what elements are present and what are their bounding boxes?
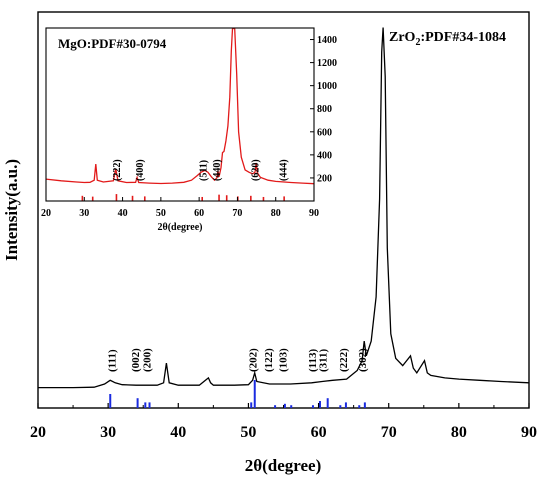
inset-x-tick-label: 70 bbox=[232, 208, 242, 219]
main-peak-label: (002) bbox=[130, 348, 142, 372]
inset-x-ticks: 20 30 40 50 60 70 80 90 bbox=[41, 197, 319, 219]
main-peak-label: (222) bbox=[338, 348, 350, 372]
zro2-annotation-rest: :PDF#34-1084 bbox=[420, 30, 506, 45]
main-x-axis-label: 2θ(degree) bbox=[245, 456, 322, 475]
main-x-ticks: 20 30 40 50 60 70 80 90 bbox=[30, 403, 537, 441]
inset-y-tick-label: 800 bbox=[317, 104, 332, 115]
inset-y-tick-label: 200 bbox=[317, 173, 332, 184]
main-peak-label: (113) bbox=[307, 348, 319, 372]
main-x-tick-label: 40 bbox=[170, 424, 186, 441]
inset-y-tick-label: 1000 bbox=[317, 81, 337, 92]
inset-x-axis-label: 2θ(degree) bbox=[157, 222, 202, 233]
inset-peak-label: (444) bbox=[278, 159, 289, 181]
inset-peak-label: (400) bbox=[135, 159, 146, 181]
main-peak-label: (122) bbox=[263, 348, 275, 372]
main-x-tick-label: 70 bbox=[381, 424, 397, 441]
main-peak-label: (200) bbox=[141, 348, 153, 372]
inset-x-tick-label: 90 bbox=[309, 208, 319, 219]
zro2-annotation: ZrO2:PDF#34-1084 bbox=[389, 30, 506, 48]
inset-peak-labels: (222) (400) (511) (440) (620) (444) bbox=[112, 159, 289, 181]
main-peak-label: (311) bbox=[317, 348, 329, 372]
main-series-line bbox=[38, 27, 530, 389]
inset-y-tick-label: 1400 bbox=[317, 35, 337, 46]
inset-plot-frame bbox=[45, 27, 315, 202]
inset-y-tick-label: 1200 bbox=[317, 58, 337, 69]
inset-peak-label: (222) bbox=[112, 159, 123, 181]
inset-y-ticks: 200 400 600 800 1000 1200 1400 bbox=[310, 35, 337, 184]
main-x-tick-label: 90 bbox=[521, 424, 537, 441]
inset-x-tick-label: 60 bbox=[194, 208, 204, 219]
main-peak-label: (202) bbox=[247, 348, 259, 372]
inset-x-tick-label: 30 bbox=[79, 208, 89, 219]
inset-peak-label: (620) bbox=[250, 159, 261, 181]
inset-x-tick-label: 20 bbox=[41, 208, 51, 219]
inset-y-tick-label: 600 bbox=[317, 127, 332, 138]
main-x-tick-label: 80 bbox=[451, 424, 467, 441]
inset-x-tick-label: 80 bbox=[271, 208, 281, 219]
main-x-tick-label: 50 bbox=[240, 424, 256, 441]
inset-background bbox=[46, 28, 314, 201]
main-reference-lines bbox=[109, 380, 366, 408]
main-peak-labels: (111) (002) (200) (202) (122) (103) (113)(311)… bbox=[106, 348, 368, 372]
inset-peak-label: (440) bbox=[212, 159, 223, 181]
main-chart: (111) (002) (200) (202) (122) (103) (113)(311)… bbox=[2, 11, 537, 475]
inset-peak-label: (511) bbox=[199, 160, 210, 181]
main-x-tick-label: 60 bbox=[311, 424, 327, 441]
zro2-annotation-subscript: 2 bbox=[415, 37, 420, 48]
main-peak-label: (103) bbox=[278, 348, 290, 372]
main-y-axis-label: Intensity(a.u.) bbox=[2, 159, 21, 261]
inset-x-tick-label: 40 bbox=[118, 208, 128, 219]
main-x-tick-label: 30 bbox=[100, 424, 116, 441]
main-x-tick-label: 20 bbox=[30, 424, 46, 441]
main-peak-label: (302) bbox=[357, 348, 369, 372]
zro2-annotation-main: ZrO bbox=[389, 30, 416, 45]
inset-series-line bbox=[45, 27, 315, 185]
main-peak-label: (111) bbox=[106, 349, 118, 372]
inset-y-tick-label: 400 bbox=[317, 150, 332, 161]
inset-title: MgO:PDF#30-0794 bbox=[58, 36, 167, 51]
inset-chart: (222) (400) (511) (440) (620) (444) 20 30 40 50 6… bbox=[41, 27, 337, 233]
inset-x-tick-label: 50 bbox=[156, 208, 166, 219]
